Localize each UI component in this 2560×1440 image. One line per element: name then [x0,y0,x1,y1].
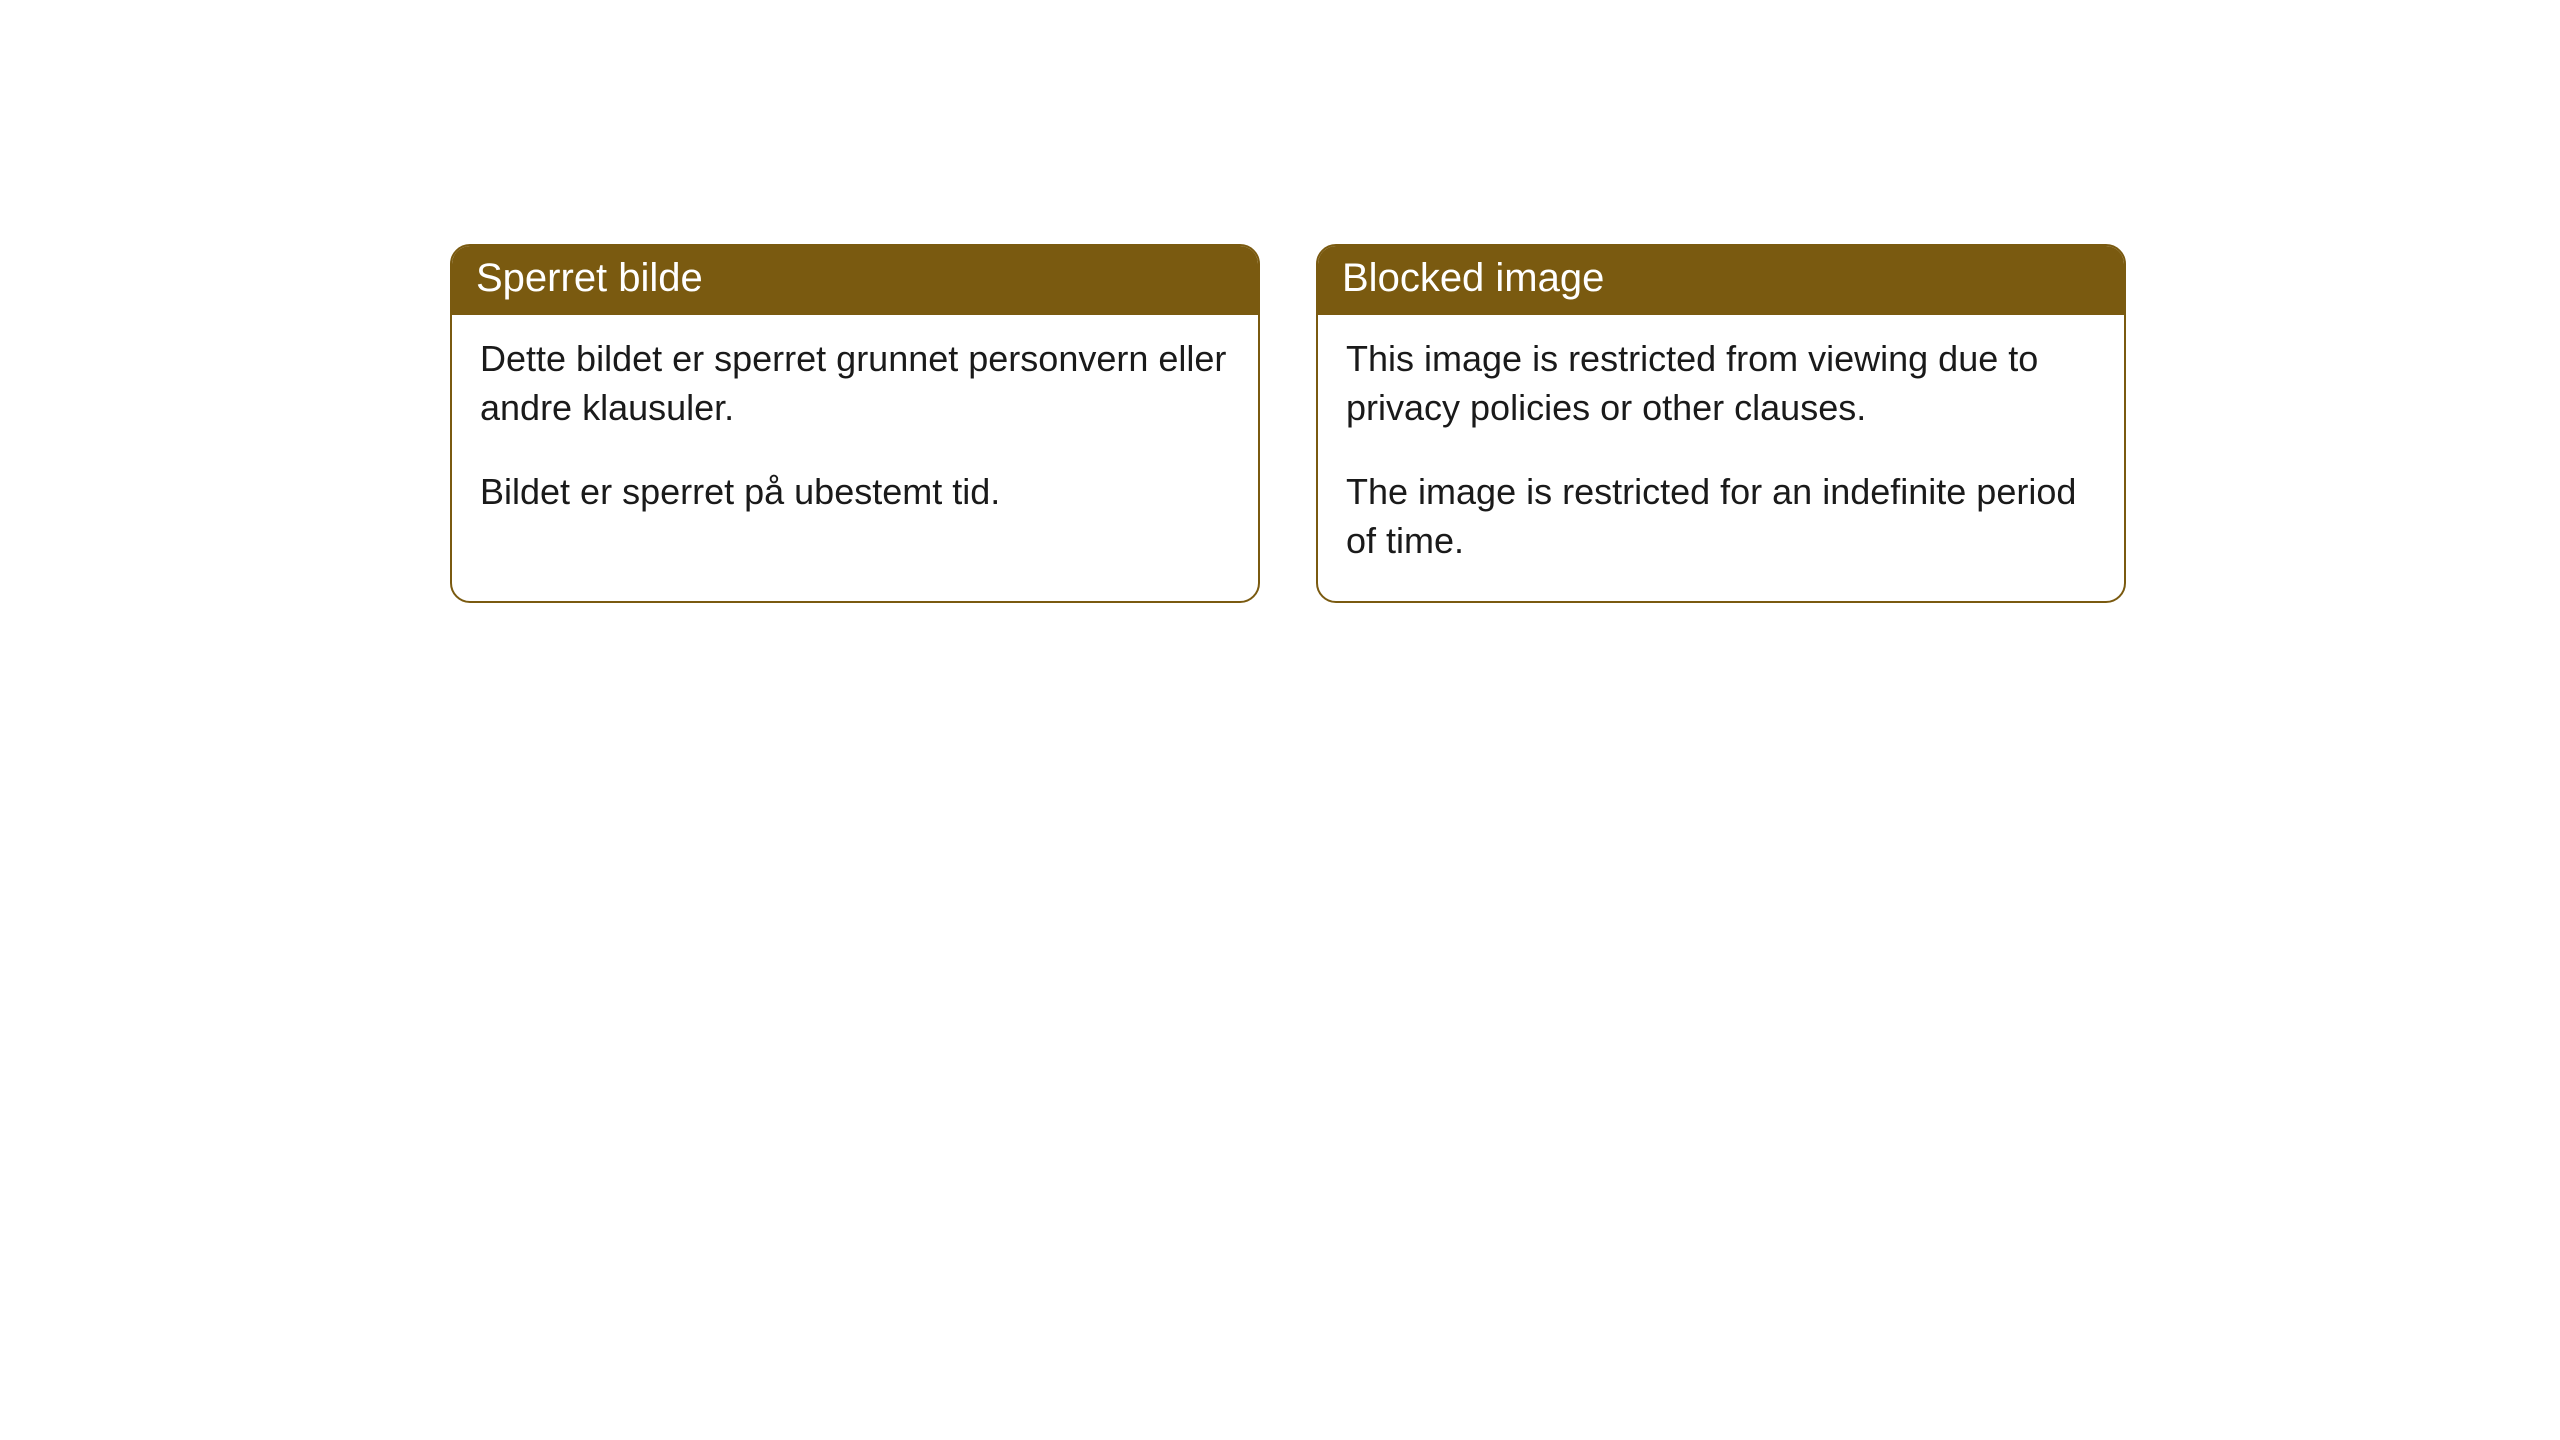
notice-cards-container: Sperret bilde Dette bildet er sperret gr… [450,244,2126,603]
card-title: Sperret bilde [476,256,703,300]
card-paragraph-1: Dette bildet er sperret grunnet personve… [480,335,1230,432]
notice-card-norwegian: Sperret bilde Dette bildet er sperret gr… [450,244,1260,603]
card-body-norwegian: Dette bildet er sperret grunnet personve… [452,315,1258,553]
card-header-english: Blocked image [1318,246,2124,315]
card-paragraph-2: The image is restricted for an indefinit… [1346,468,2096,565]
notice-card-english: Blocked image This image is restricted f… [1316,244,2126,603]
card-paragraph-1: This image is restricted from viewing du… [1346,335,2096,432]
card-body-english: This image is restricted from viewing du… [1318,315,2124,601]
card-title: Blocked image [1342,256,1604,300]
card-paragraph-2: Bildet er sperret på ubestemt tid. [480,468,1230,517]
card-header-norwegian: Sperret bilde [452,246,1258,315]
